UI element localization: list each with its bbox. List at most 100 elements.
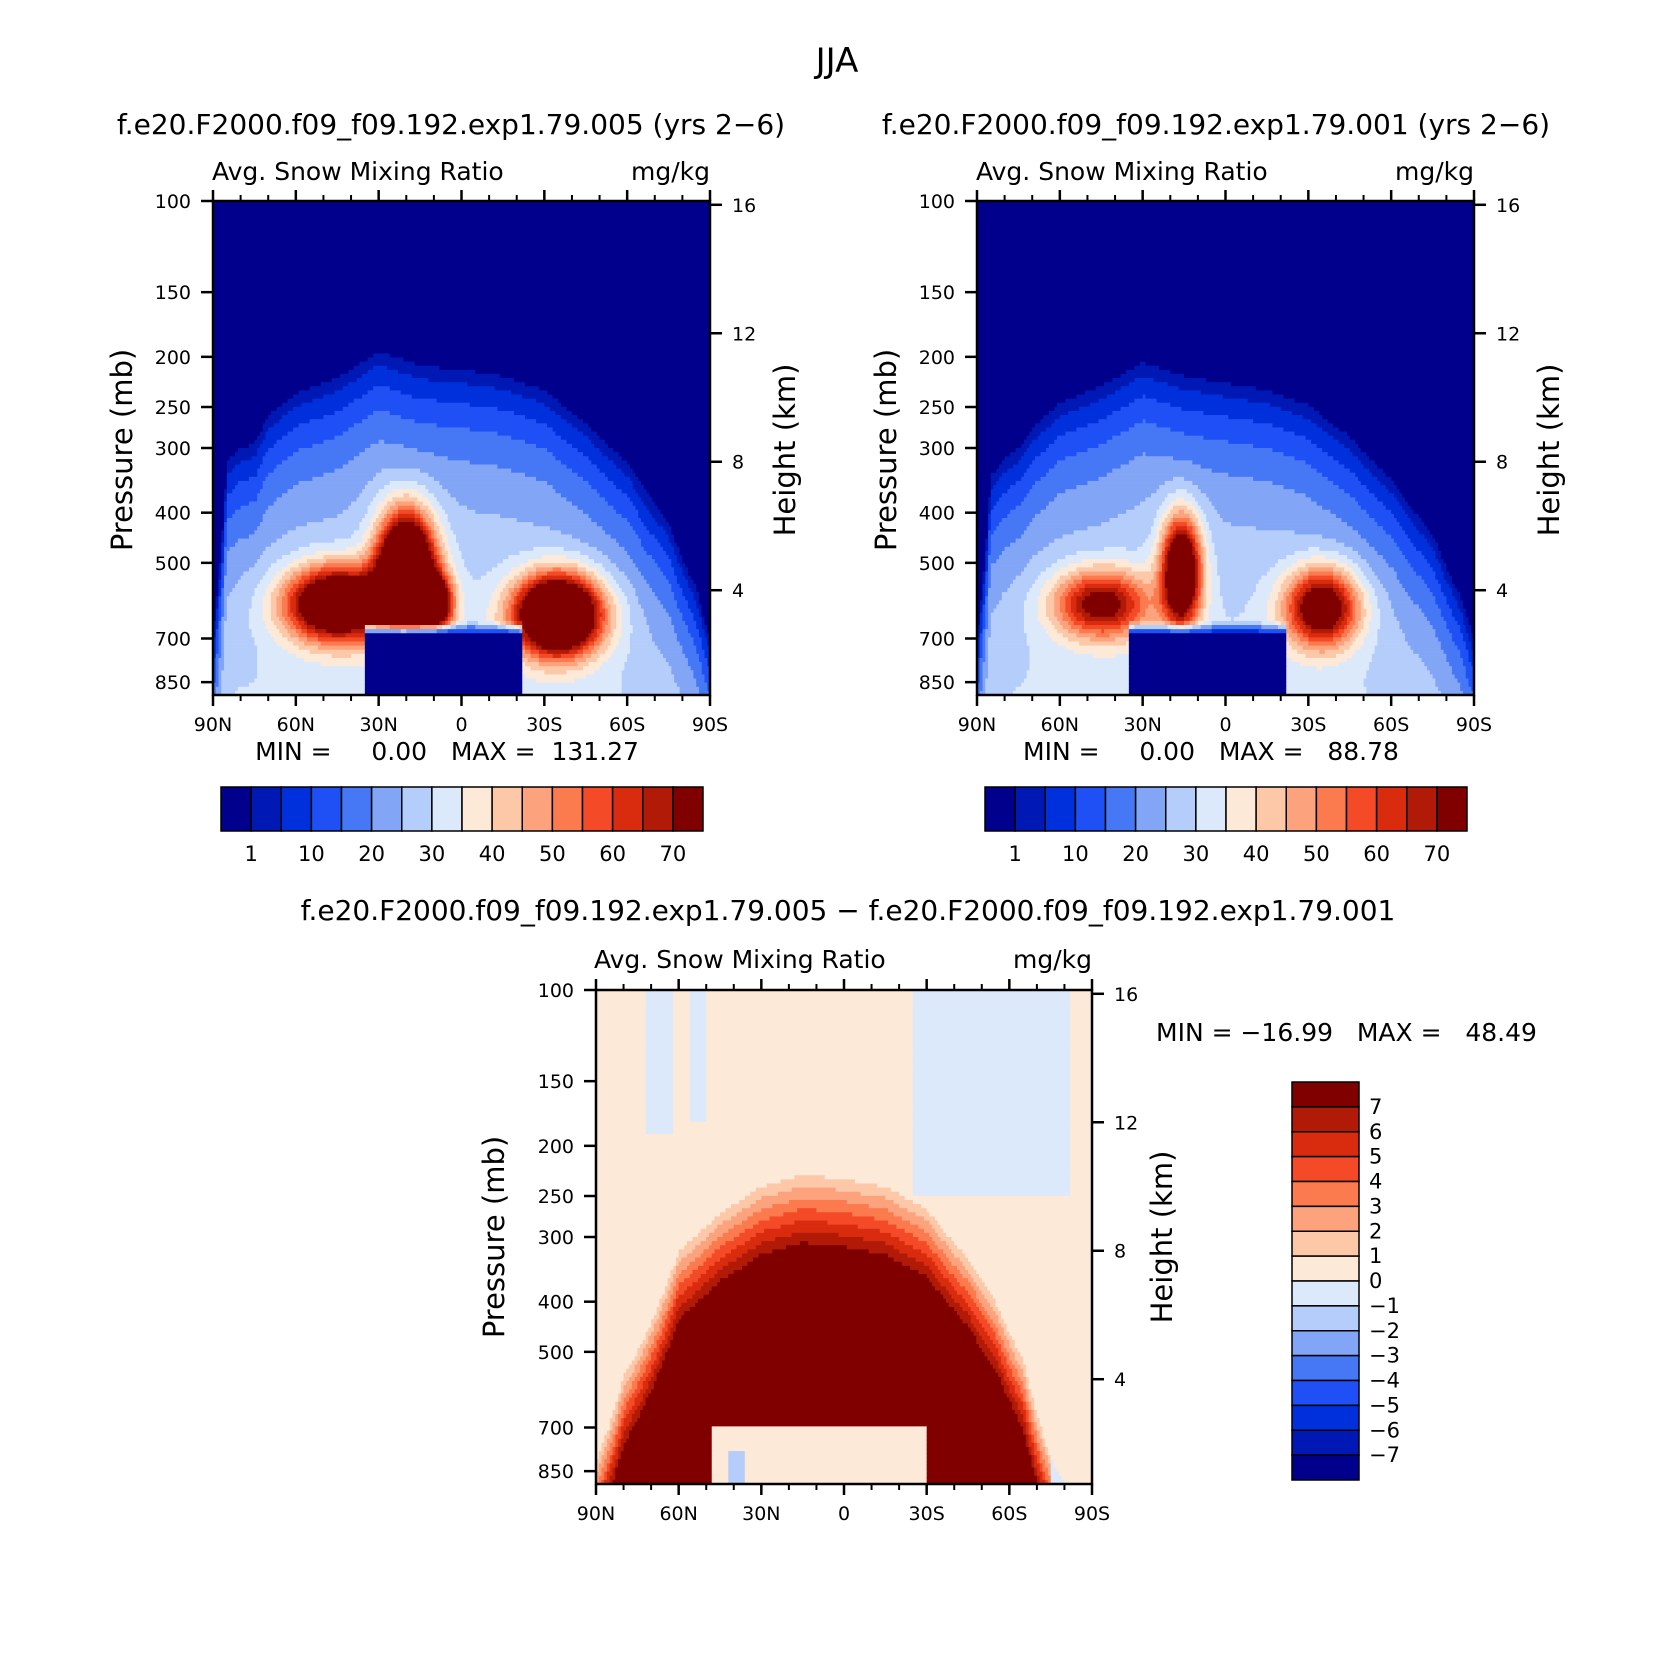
contour-cell — [431, 555, 435, 560]
contour-cell — [582, 653, 592, 659]
x-tick-label: 0 — [455, 714, 467, 736]
contour-cell — [268, 415, 283, 420]
contour-cell — [566, 406, 711, 412]
contour-cell — [1206, 530, 1213, 536]
contour-cell — [511, 612, 515, 618]
contour-cell — [912, 1059, 1071, 1065]
contour-cell — [213, 221, 711, 227]
contour-cell — [992, 1364, 999, 1370]
contour-cell — [1028, 1434, 1032, 1440]
contour-cell — [624, 592, 637, 597]
contour-cell — [594, 604, 598, 610]
contour-cell — [1134, 365, 1160, 371]
contour-cell — [461, 583, 498, 589]
contour-cell — [1069, 1097, 1093, 1102]
contour-cell — [224, 592, 231, 597]
contour-cell — [977, 439, 1025, 445]
contour-cell — [977, 279, 1475, 284]
contour-cell — [588, 633, 592, 638]
contour-cell — [643, 546, 664, 552]
contour-cell — [629, 464, 711, 470]
contour-cell — [334, 468, 383, 474]
contour-cell — [215, 666, 220, 671]
contour-cell — [508, 629, 521, 634]
contour-cell — [254, 678, 366, 684]
contour-cell — [610, 616, 617, 622]
y-tick-label: 850 — [919, 672, 955, 694]
contour-cell — [659, 1323, 666, 1329]
contour-cell — [1069, 1113, 1093, 1119]
contour-cell — [1286, 682, 1365, 688]
contour-cell — [304, 616, 446, 622]
contour-cell — [808, 1241, 886, 1246]
contour-cell — [1161, 542, 1166, 548]
contour-cell — [596, 604, 601, 610]
contour-cell — [1462, 604, 1475, 610]
contour-cell — [257, 649, 289, 655]
contour-cell — [610, 608, 617, 614]
contour-cell — [224, 542, 228, 548]
contour-cell — [213, 201, 711, 206]
contour-cell — [1098, 398, 1135, 404]
contour-cell — [921, 1204, 1093, 1209]
contour-cell — [996, 559, 1031, 564]
contour-cell — [1186, 526, 1193, 531]
contour-cell — [585, 641, 590, 647]
contour-cell — [629, 1409, 636, 1415]
contour-cell — [689, 1306, 955, 1312]
contour-cell — [965, 1298, 975, 1304]
contour-cell — [527, 579, 534, 585]
contour-cell — [977, 649, 981, 655]
contour-cell — [312, 398, 355, 404]
contour-cell — [1037, 435, 1058, 441]
contour-cell — [662, 1339, 669, 1345]
contour-cell — [1203, 559, 1207, 564]
contour-cell — [662, 1302, 669, 1308]
contour-cell — [364, 641, 523, 647]
contour-cell — [218, 567, 222, 573]
contour-cell — [1371, 604, 1378, 610]
contour-cell — [607, 645, 617, 651]
contour-cell — [591, 633, 598, 638]
contour-cell — [215, 686, 222, 692]
contour-cell — [1410, 563, 1431, 568]
contour-cell — [629, 649, 661, 655]
contour-cell — [761, 1195, 886, 1201]
contour-cell — [993, 530, 1025, 536]
contour-cell — [555, 456, 590, 461]
contour-cell — [370, 538, 377, 544]
contour-cell — [1029, 489, 1066, 494]
contour-cell — [1344, 583, 1351, 589]
contour-cell — [645, 1039, 674, 1045]
contour-cell — [213, 690, 217, 696]
contour-cell — [623, 1376, 630, 1382]
contour-cell — [988, 645, 1031, 651]
contour-cell — [1184, 612, 1188, 618]
contour-cell — [662, 1360, 991, 1366]
contour-cell — [1017, 1393, 1024, 1399]
contour-cell — [673, 1274, 680, 1279]
contour-cell — [599, 468, 623, 474]
contour-cell — [1335, 513, 1370, 519]
contour-cell — [977, 534, 989, 540]
contour-cell — [1360, 579, 1370, 585]
contour-cell — [287, 608, 291, 614]
colorbar-swatch — [551, 786, 584, 832]
contour-cell — [213, 291, 711, 297]
contour-cell — [442, 567, 446, 573]
contour-cell — [444, 567, 449, 573]
contour-cell — [1366, 674, 1434, 680]
contour-cell — [282, 612, 289, 618]
contour-cell — [977, 641, 981, 647]
colorbar-label: 10 — [1062, 842, 1089, 866]
contour-cell — [1006, 1368, 1013, 1374]
contour-cell — [657, 596, 675, 601]
contour-cell — [736, 1212, 754, 1218]
contour-cell — [1192, 596, 1196, 601]
contour-cell — [1302, 616, 1340, 622]
contour-cell — [929, 1212, 1093, 1218]
contour-cell — [226, 476, 250, 482]
contour-cell — [912, 1051, 1071, 1057]
contour-cell — [1106, 415, 1229, 420]
contour-cell — [1211, 567, 1218, 573]
